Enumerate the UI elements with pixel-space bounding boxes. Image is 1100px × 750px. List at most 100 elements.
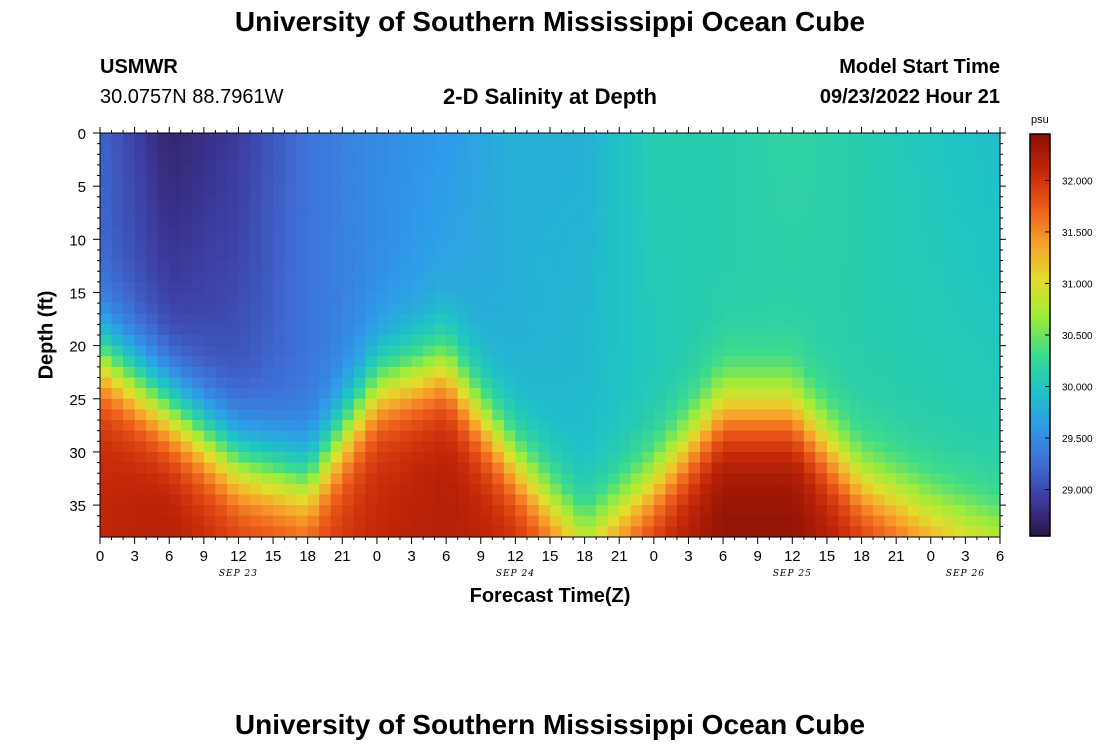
- heatmap-cell: [584, 249, 597, 262]
- heatmap-cell: [284, 398, 297, 411]
- heatmap-cell: [561, 249, 574, 262]
- heatmap-cell: [803, 356, 816, 368]
- heatmap-cell: [619, 409, 632, 421]
- heatmap-layer: [100, 133, 1001, 538]
- heatmap-cell: [676, 313, 690, 325]
- heatmap-cell: [607, 260, 620, 272]
- heatmap-cell: [250, 526, 263, 538]
- heatmap-cell: [296, 249, 309, 262]
- heatmap-cell: [446, 430, 459, 442]
- heatmap-cell: [515, 175, 528, 187]
- colorbar-segment: [1030, 455, 1050, 460]
- heatmap-cell: [434, 228, 447, 240]
- heatmap-cell: [561, 505, 574, 517]
- heatmap-cell: [226, 451, 240, 464]
- heatmap-cell: [850, 133, 863, 145]
- heatmap-cell: [873, 249, 886, 262]
- heatmap-cell: [550, 207, 563, 219]
- heatmap-cell: [400, 292, 413, 304]
- heatmap-cell: [273, 313, 286, 325]
- heatmap-cell: [169, 388, 182, 400]
- heatmap-cell: [238, 462, 251, 474]
- heatmap-cell: [423, 186, 436, 198]
- heatmap-cell: [953, 505, 966, 517]
- heatmap-cell: [803, 377, 816, 389]
- heatmap-cell: [850, 430, 863, 442]
- heatmap-cell: [296, 462, 309, 474]
- heatmap-cell: [515, 420, 528, 432]
- heatmap-cell: [642, 526, 655, 538]
- heatmap-cell: [134, 430, 147, 442]
- heatmap-cell: [676, 143, 690, 155]
- heatmap-cell: [261, 303, 274, 315]
- heatmap-cell: [653, 335, 666, 347]
- heatmap-cell: [157, 324, 170, 336]
- heatmap-cell: [261, 462, 274, 474]
- heatmap-cell: [100, 462, 113, 474]
- heatmap-cell: [192, 133, 205, 145]
- heatmap-cell: [446, 515, 459, 527]
- heatmap-cell: [619, 175, 632, 187]
- heatmap-cell: [411, 335, 424, 347]
- heatmap-cell: [180, 377, 193, 389]
- heatmap-cell: [330, 462, 343, 474]
- heatmap-cell: [780, 143, 793, 155]
- heatmap-cell: [976, 164, 990, 177]
- heatmap-cell: [573, 271, 586, 283]
- heatmap-cell: [607, 313, 620, 325]
- heatmap-cell: [653, 143, 666, 155]
- heatmap-cell: [942, 324, 955, 336]
- heatmap-cell: [711, 409, 724, 421]
- heatmap-cell: [838, 366, 851, 379]
- colorbar-segment: [1030, 331, 1050, 336]
- heatmap-cell: [653, 526, 666, 538]
- heatmap-cell: [123, 473, 136, 485]
- heatmap-cell: [284, 186, 297, 198]
- heatmap-cell: [630, 281, 643, 294]
- heatmap-cell: [434, 164, 447, 177]
- heatmap-cell: [538, 186, 551, 198]
- heatmap-cell: [261, 175, 274, 187]
- heatmap-cell: [226, 515, 240, 527]
- heatmap-cell: [780, 345, 793, 357]
- heatmap-cell: [446, 228, 459, 240]
- heatmap-cell: [769, 494, 782, 506]
- heatmap-cell: [723, 154, 736, 166]
- heatmap-cell: [526, 313, 540, 325]
- heatmap-cell: [700, 420, 713, 432]
- heatmap-cell: [169, 430, 182, 442]
- heatmap-cell: [538, 133, 551, 145]
- heatmap-cell: [526, 409, 540, 421]
- heatmap-cell: [446, 420, 459, 432]
- heatmap-cell: [815, 207, 828, 219]
- colorbar-segment: [1030, 180, 1050, 185]
- heatmap-cell: [353, 303, 366, 315]
- heatmap-cell: [434, 196, 447, 209]
- heatmap-cell: [550, 292, 563, 304]
- heatmap-cell: [734, 335, 747, 347]
- heatmap-cell: [538, 505, 551, 517]
- heatmap-cell: [734, 281, 747, 294]
- heatmap-cell: [884, 143, 897, 155]
- heatmap-cell: [803, 505, 816, 517]
- heatmap-cell: [965, 164, 978, 177]
- heatmap-cell: [838, 260, 851, 272]
- heatmap-cell: [457, 207, 470, 219]
- heatmap-cell: [988, 143, 1001, 155]
- heatmap-cell: [319, 228, 332, 240]
- heatmap-cell: [573, 451, 586, 464]
- heatmap-cell: [653, 345, 666, 357]
- heatmap-cell: [388, 505, 401, 517]
- heatmap-cell: [573, 462, 586, 474]
- heatmap-cell: [192, 186, 205, 198]
- heatmap-cell: [388, 260, 401, 272]
- colorbar-segment: [1030, 348, 1050, 353]
- heatmap-cell: [965, 249, 978, 262]
- heatmap-cell: [676, 366, 690, 379]
- heatmap-cell: [319, 377, 332, 389]
- heatmap-cell: [584, 324, 597, 336]
- heatmap-cell: [596, 515, 609, 527]
- heatmap-cell: [273, 451, 286, 464]
- heatmap-cell: [353, 441, 366, 453]
- heatmap-cell: [100, 430, 113, 442]
